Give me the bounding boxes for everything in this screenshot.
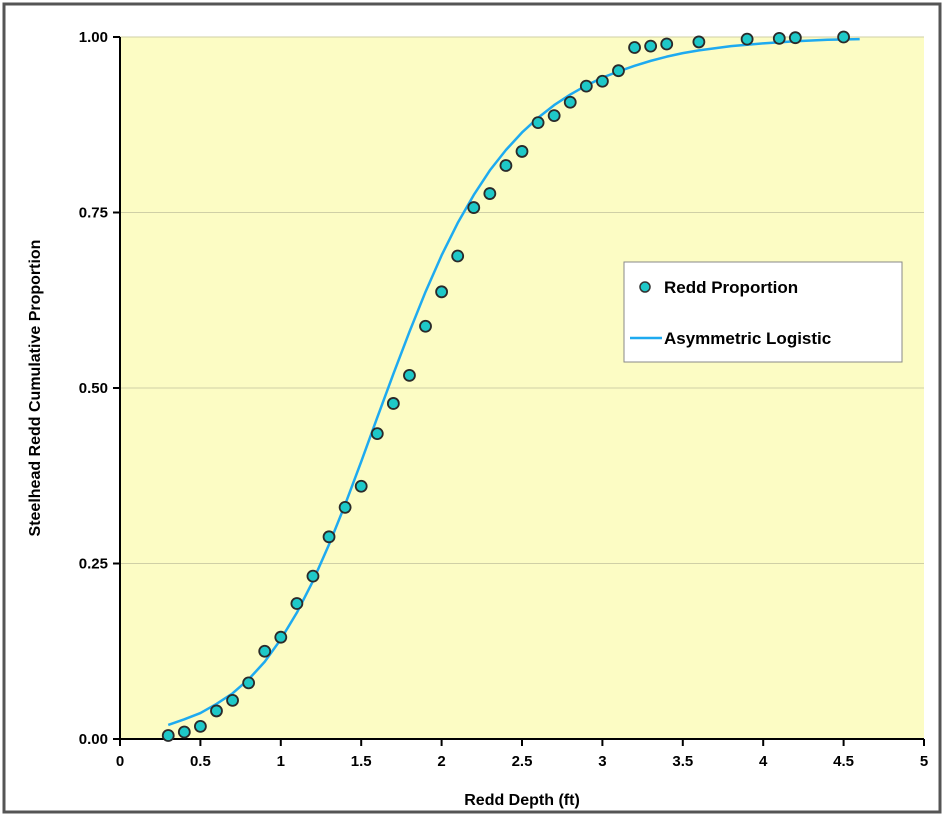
redd-proportion-point xyxy=(370,427,384,441)
redd-proportion-point xyxy=(596,74,609,88)
redd-proportion-point xyxy=(483,187,497,200)
redd-proportion-point xyxy=(419,319,432,333)
y-ticks: 0.00 0.25 0.50 0.75 1.00 xyxy=(79,29,120,748)
legend-label-points: Redd Proportion xyxy=(664,278,798,297)
y-tick-label: 0.00 xyxy=(79,731,108,748)
redd-proportion-point xyxy=(306,569,320,583)
legend-label-line: Asymmetric Logistic xyxy=(664,329,831,348)
y-axis-title: Steelhead Redd Cumulative Proportion xyxy=(27,240,44,537)
redd-proportion-point xyxy=(499,159,513,172)
redd-proportion-point xyxy=(628,41,641,54)
redd-proportion-point xyxy=(338,500,352,514)
x-tick-label: 2 xyxy=(437,753,445,770)
redd-proportion-point xyxy=(515,145,529,158)
redd-proportion-point xyxy=(788,31,802,45)
data-points-layer xyxy=(161,30,850,742)
x-tick-label: 4 xyxy=(759,753,768,770)
x-tick-label: 3.5 xyxy=(672,753,693,770)
legend: Redd Proportion Asymmetric Logistic xyxy=(623,261,903,363)
y-tick-label: 1.00 xyxy=(79,29,108,46)
x-tick-label: 4.5 xyxy=(833,753,854,770)
x-axis-title: Redd Depth (ft) xyxy=(464,792,580,809)
redd-proportion-point xyxy=(403,368,416,382)
asymmetric-logistic-line xyxy=(167,37,860,727)
redd-proportion-point xyxy=(322,530,336,544)
y-tick-label: 0.50 xyxy=(79,380,108,397)
x-tick-label: 1.5 xyxy=(351,753,372,770)
redd-proportion-point xyxy=(193,719,207,733)
x-tick-label: 3 xyxy=(598,753,606,770)
redd-proportion-point xyxy=(242,676,256,690)
redd-proportion-point xyxy=(644,39,658,53)
redd-proportion-point xyxy=(467,201,481,214)
redd-proportion-point xyxy=(660,37,674,51)
y-tick-label: 0.75 xyxy=(79,205,108,222)
redd-proportion-point xyxy=(435,285,449,299)
redd-proportion-point xyxy=(258,644,272,658)
x-tick-label: 5 xyxy=(920,753,928,770)
x-tick-label: 2.5 xyxy=(512,753,533,770)
redd-proportion-point xyxy=(177,725,191,739)
redd-proportion-point xyxy=(386,397,400,410)
redd-proportion-point xyxy=(354,479,368,493)
redd-proportion-point xyxy=(772,32,786,45)
redd-proportion-point xyxy=(547,109,561,123)
redd-proportion-point xyxy=(451,249,465,263)
redd-proportion-point xyxy=(210,704,223,718)
legend-point-marker xyxy=(639,281,651,293)
redd-proportion-point xyxy=(579,79,593,93)
x-ticks: 0 0.5 1 1.5 2 2.5 3 3.5 4 4.5 5 xyxy=(116,739,928,770)
redd-proportion-point xyxy=(612,64,625,78)
redd-proportion-point xyxy=(563,95,577,109)
redd-proportion-point xyxy=(290,597,304,610)
redd-proportion-point xyxy=(531,116,545,130)
x-tick-label: 1 xyxy=(277,753,285,770)
y-tick-label: 0.25 xyxy=(79,556,108,573)
x-tick-label: 0 xyxy=(116,753,124,770)
redd-proportion-point xyxy=(740,32,754,46)
redd-proportion-point xyxy=(226,693,239,707)
fit-curve-layer xyxy=(167,37,860,727)
redd-proportion-point xyxy=(837,30,850,44)
legend-box xyxy=(623,261,903,363)
x-tick-label: 0.5 xyxy=(190,753,211,770)
redd-proportion-point xyxy=(692,35,706,49)
redd-proportion-point xyxy=(161,729,175,742)
redd-proportion-point xyxy=(274,630,288,644)
